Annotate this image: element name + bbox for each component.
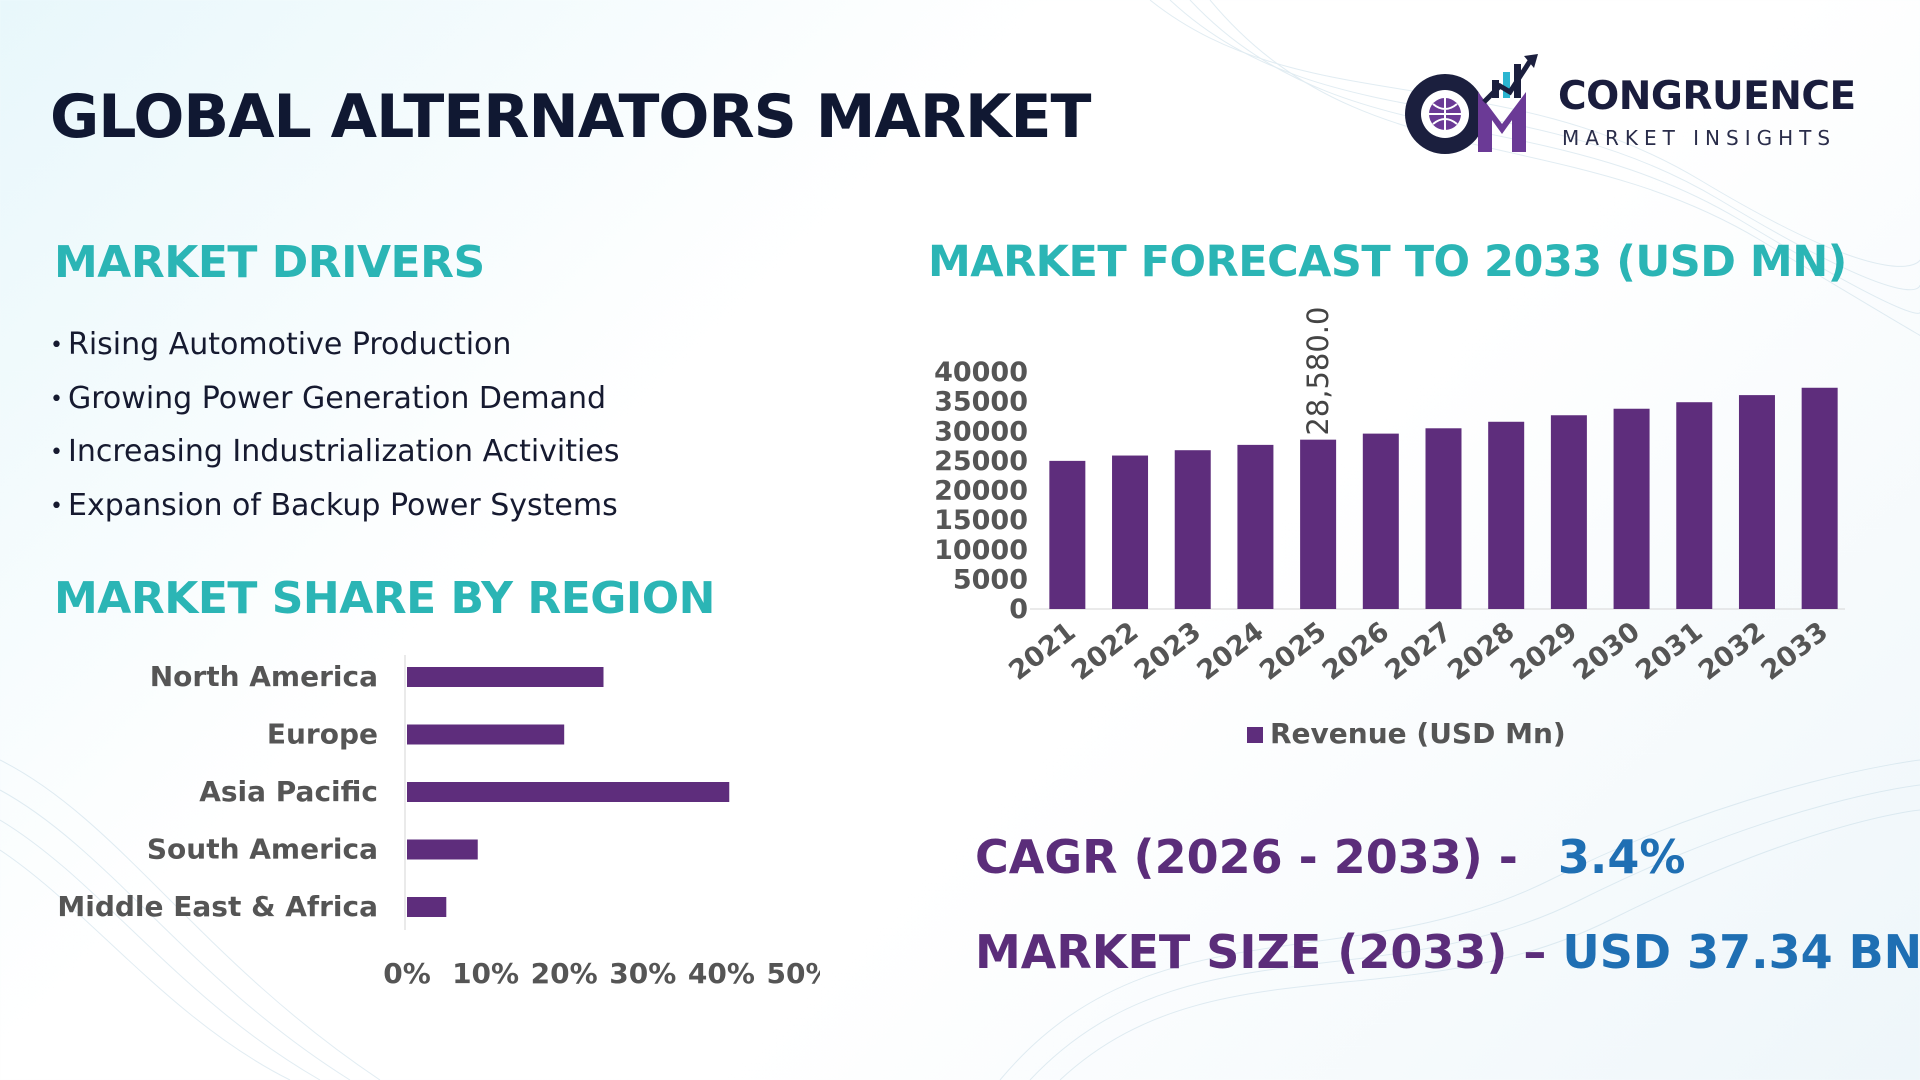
cagr-line: CAGR (2026 - 2033) - 3.4% (975, 830, 1685, 884)
forecast-x-tick-label: 2022 (1066, 616, 1144, 687)
forecast-bar (1300, 439, 1337, 609)
region-bar (407, 782, 730, 802)
logo-mark-icon (1405, 54, 1538, 154)
region-category-label: South America (147, 833, 378, 866)
forecast-x-tick-label: 2031 (1630, 616, 1708, 687)
forecast-bar (1425, 428, 1462, 609)
region-category-label: Asia Pacific (199, 775, 378, 808)
forecast-x-tick-label: 2029 (1505, 616, 1583, 687)
driver-item: • Rising Automotive Production (50, 323, 619, 377)
forecast-data-label: 28,580.0 (1301, 307, 1335, 436)
region-tick-label: 30% (609, 957, 676, 990)
driver-text: Rising Automotive Production (68, 327, 512, 362)
region-bar (407, 897, 447, 917)
region-tick-label: 0% (383, 957, 431, 990)
forecast-x-tick-label: 2026 (1317, 616, 1395, 687)
forecast-bar (1488, 421, 1525, 609)
cagr-label: CAGR (2026 - 2033) - (975, 830, 1518, 884)
bullet-icon: • (50, 493, 63, 519)
company-logo: CONGRUENCE MARKET INSIGHTS (1400, 52, 1880, 162)
driver-item: • Increasing Industrialization Activities (50, 430, 619, 484)
region-tick-label: 20% (531, 957, 598, 990)
driver-item: • Growing Power Generation Demand (50, 377, 619, 431)
forecast-chart: 0500010000150002000025000300003500040000… (934, 307, 1845, 750)
forecast-y-tick-label: 5000 (953, 564, 1028, 595)
driver-text: Expansion of Backup Power Systems (68, 487, 618, 523)
page-title: GLOBAL ALTERNATORS MARKET (50, 82, 1091, 152)
forecast-bar (1112, 455, 1149, 609)
forecast-y-tick-label: 35000 (934, 387, 1028, 418)
forecast-bar (1550, 415, 1587, 609)
driver-text: Growing Power Generation Demand (68, 380, 607, 416)
forecast-x-tick-label: 2024 (1191, 616, 1269, 687)
forecast-y-tick-label: 20000 (934, 476, 1028, 507)
drivers-list: • Rising Automotive Production • Growing P… (50, 323, 619, 537)
forecast-x-tick-label: 2021 (1003, 616, 1081, 687)
market-size-line: MARKET SIZE (2033) – USD 37.34 BN (975, 925, 1920, 979)
forecast-x-tick-label: 2030 (1568, 616, 1646, 687)
market-size-label: MARKET SIZE (2033) – (975, 925, 1547, 979)
logo-name: CONGRUENCE (1558, 74, 1856, 119)
bullet-icon: • (50, 440, 63, 465)
region-category-label: Middle East & Africa (57, 890, 378, 923)
forecast-bar (1362, 433, 1399, 609)
region-heading: MARKET SHARE BY REGION (54, 573, 716, 624)
driver-item: • Expansion of Backup Power Systems (50, 484, 619, 538)
forecast-bar (1049, 460, 1086, 609)
forecast-y-tick-label: 40000 (934, 357, 1028, 388)
drivers-heading: MARKET DRIVERS (54, 237, 485, 288)
forecast-x-tick-label: 2027 (1380, 616, 1458, 687)
forecast-y-tick-label: 30000 (934, 416, 1028, 447)
region-bar (407, 667, 604, 687)
forecast-heading: MARKET FORECAST TO 2033 (USD MN) (928, 237, 1847, 287)
bullet-icon: • (50, 333, 63, 358)
forecast-y-tick-label: 0 (1009, 594, 1028, 625)
forecast-bar (1676, 402, 1713, 609)
region-tick-label: 40% (688, 957, 755, 990)
region-share-chart: North America Europe Asia Pacific South Ame… (57, 655, 820, 990)
forecast-y-tick-label: 10000 (934, 535, 1028, 566)
logo-tagline: MARKET INSIGHTS (1562, 126, 1837, 150)
forecast-y-tick-label: 15000 (934, 505, 1028, 536)
forecast-x-tick-label: 2028 (1442, 616, 1520, 687)
forecast-bar (1613, 408, 1650, 609)
forecast-x-tick-label: 2025 (1254, 616, 1332, 687)
forecast-bar (1237, 444, 1274, 609)
region-bar (407, 724, 565, 745)
legend-swatch (1247, 727, 1263, 743)
forecast-y-tick-label: 25000 (934, 446, 1028, 477)
bullet-icon: • (50, 386, 63, 412)
driver-text: Increasing Industrialization Activities (68, 434, 620, 469)
forecast-bar (1801, 387, 1838, 609)
region-tick-label: 10% (452, 957, 519, 990)
region-category-label: North America (150, 660, 378, 693)
region-category-label: Europe (267, 718, 378, 751)
cagr-value: 3.4% (1557, 830, 1686, 884)
region-tick-label: 50% (766, 957, 820, 990)
region-bar (407, 839, 478, 860)
market-size-value: USD 37.34 BN (1562, 925, 1920, 979)
forecast-x-tick-label: 2023 (1129, 616, 1207, 687)
forecast-x-tick-label: 2032 (1693, 616, 1771, 687)
forecast-bar (1174, 450, 1211, 609)
legend-label: Revenue (USD Mn) (1270, 717, 1566, 750)
forecast-x-tick-label: 2033 (1756, 616, 1834, 687)
forecast-bar (1738, 395, 1775, 609)
